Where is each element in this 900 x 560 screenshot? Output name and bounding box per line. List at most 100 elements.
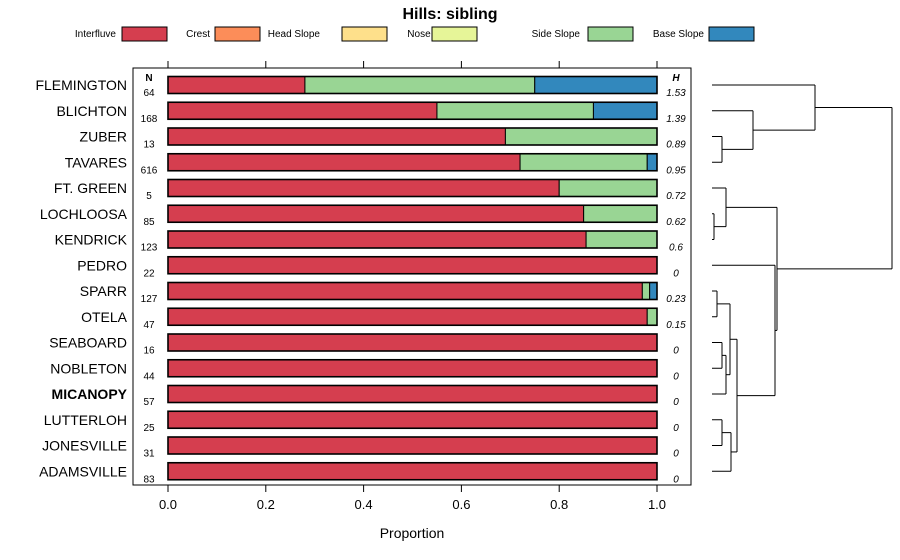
h-value-6: 0.6 [669, 243, 683, 254]
x-tick-label-3: 0.6 [452, 497, 470, 512]
bar-outline-0 [167, 75, 658, 95]
h-value-0: 1.53 [666, 88, 686, 99]
bar-segment-9-4 [646, 307, 658, 326]
h-value-7: 0 [673, 268, 679, 279]
bar-segment-4-0 [167, 179, 560, 197]
row-labels: FLEMINGTON BLICHTON ZUBER TAVARES FT. GREEN L… [35, 77, 127, 479]
n-value-10: 16 [143, 346, 155, 357]
row-label-10: SEABOARD [49, 335, 127, 351]
row-label-1: BLICHTON [56, 103, 127, 119]
bar-segment-5-4 [583, 204, 658, 223]
x-tick-label-5: 1.0 [648, 497, 666, 512]
bar-segment-13-0 [167, 410, 658, 429]
bar-segment-3-5 [646, 153, 658, 172]
chart-title: Hills: sibling [402, 6, 497, 23]
h-value-14: 0 [673, 449, 679, 460]
legend-swatch-1 [214, 26, 261, 42]
n-values: 64 168 13 616 5 85 123 22 127 47 16 44 57 25 31 83 [141, 88, 158, 485]
h-value-13: 0 [673, 423, 679, 434]
bar-segment-12-0 [167, 385, 658, 403]
row-label-8: SPARR [80, 283, 127, 299]
bar-segment-6-4 [585, 230, 658, 249]
h-value-8: 0.23 [666, 294, 686, 305]
bar-outline-7 [167, 255, 658, 275]
row-label-3: TAVARES [65, 154, 127, 170]
dendrogram [712, 84, 893, 472]
row-label-4: FT. GREEN [54, 180, 127, 196]
legend-label-0: Interfluve [75, 29, 117, 40]
row-label-6: KENDRICK [55, 232, 128, 248]
n-header: N [145, 73, 152, 84]
x-tick-label-1: 0.2 [257, 497, 275, 512]
n-value-1: 168 [141, 114, 158, 125]
x-axis-title: Proportion [380, 525, 445, 541]
n-value-14: 31 [143, 449, 155, 460]
legend-label-2: Head Slope [268, 29, 321, 40]
n-value-13: 25 [143, 423, 155, 434]
bar-segment-3-4 [519, 153, 648, 172]
legend-swatch-0 [121, 26, 168, 42]
row-label-11: NOBLETON [50, 360, 127, 376]
bar-segment-15-0 [167, 462, 658, 481]
n-value-7: 22 [143, 268, 155, 279]
x-axis: 0.0 0.2 0.4 0.6 0.8 1.0 [159, 61, 666, 512]
bar-segment-8-0 [167, 282, 643, 300]
h-value-11: 0 [673, 371, 679, 382]
h-value-15: 0 [673, 474, 679, 485]
plot-frame [132, 67, 692, 486]
bar-segment-4-4 [558, 179, 658, 197]
legend-label-4: Side Slope [532, 29, 581, 40]
bar-outline-8 [167, 281, 658, 301]
bar-segment-0-0 [167, 76, 306, 94]
bar-outline-4 [167, 178, 658, 198]
legend-swatch-3 [431, 26, 478, 42]
h-header: H [672, 73, 680, 84]
legend-label-1: Crest [186, 29, 210, 40]
n-value-5: 85 [143, 217, 155, 228]
bar-segment-1-4 [436, 101, 594, 120]
h-value-9: 0.15 [666, 320, 686, 331]
n-value-8: 127 [141, 294, 158, 305]
n-value-9: 47 [143, 320, 155, 331]
n-value-11: 44 [143, 371, 155, 382]
row-label-2: ZUBER [80, 129, 127, 145]
h-values: 1.53 1.39 0.89 0.95 0.72 0.62 0.6 0 0.23 0.15 0 0 0 0… [666, 88, 686, 485]
x-tick-label-2: 0.4 [355, 497, 373, 512]
n-value-6: 123 [141, 243, 158, 254]
bar-segment-0-4 [304, 76, 536, 94]
n-value-3: 616 [141, 165, 158, 176]
n-value-2: 13 [143, 140, 155, 151]
row-label-14: JONESVILLE [42, 438, 127, 454]
bar-outline-6 [167, 230, 658, 249]
bar-outline-5 [167, 204, 658, 224]
n-value-4: 5 [146, 191, 152, 202]
bar-segment-7-0 [167, 256, 658, 275]
bar-segment-0-5 [534, 76, 658, 94]
bar-outline-14 [167, 436, 658, 455]
h-value-5: 0.62 [666, 217, 686, 228]
row-label-0: FLEMINGTON [35, 77, 127, 93]
bar-segment-1-5 [592, 101, 658, 120]
bar-outline-2 [167, 127, 658, 146]
bar-segment-8-4 [641, 282, 651, 300]
bar-segment-9-0 [167, 307, 648, 326]
legend-swatch-4 [587, 26, 634, 42]
bar-segment-8-5 [649, 282, 658, 300]
bar-outline-13 [167, 410, 658, 430]
bar-segment-1-0 [167, 101, 438, 120]
bar-outline-9 [167, 307, 658, 327]
row-label-12: MICANOPY [52, 386, 128, 402]
bar-segment-5-0 [167, 204, 585, 223]
n-value-15: 83 [143, 474, 155, 485]
x-tick-label-4: 0.8 [550, 497, 568, 512]
bar-segment-6-0 [167, 230, 587, 249]
h-value-12: 0 [673, 397, 679, 408]
h-value-2: 0.89 [666, 140, 686, 151]
x-tick-label-0: 0.0 [159, 497, 177, 512]
row-label-7: PEDRO [77, 257, 127, 273]
bar-outline-15 [167, 461, 658, 481]
h-value-3: 0.95 [666, 165, 686, 176]
bar-outline-11 [167, 358, 658, 378]
